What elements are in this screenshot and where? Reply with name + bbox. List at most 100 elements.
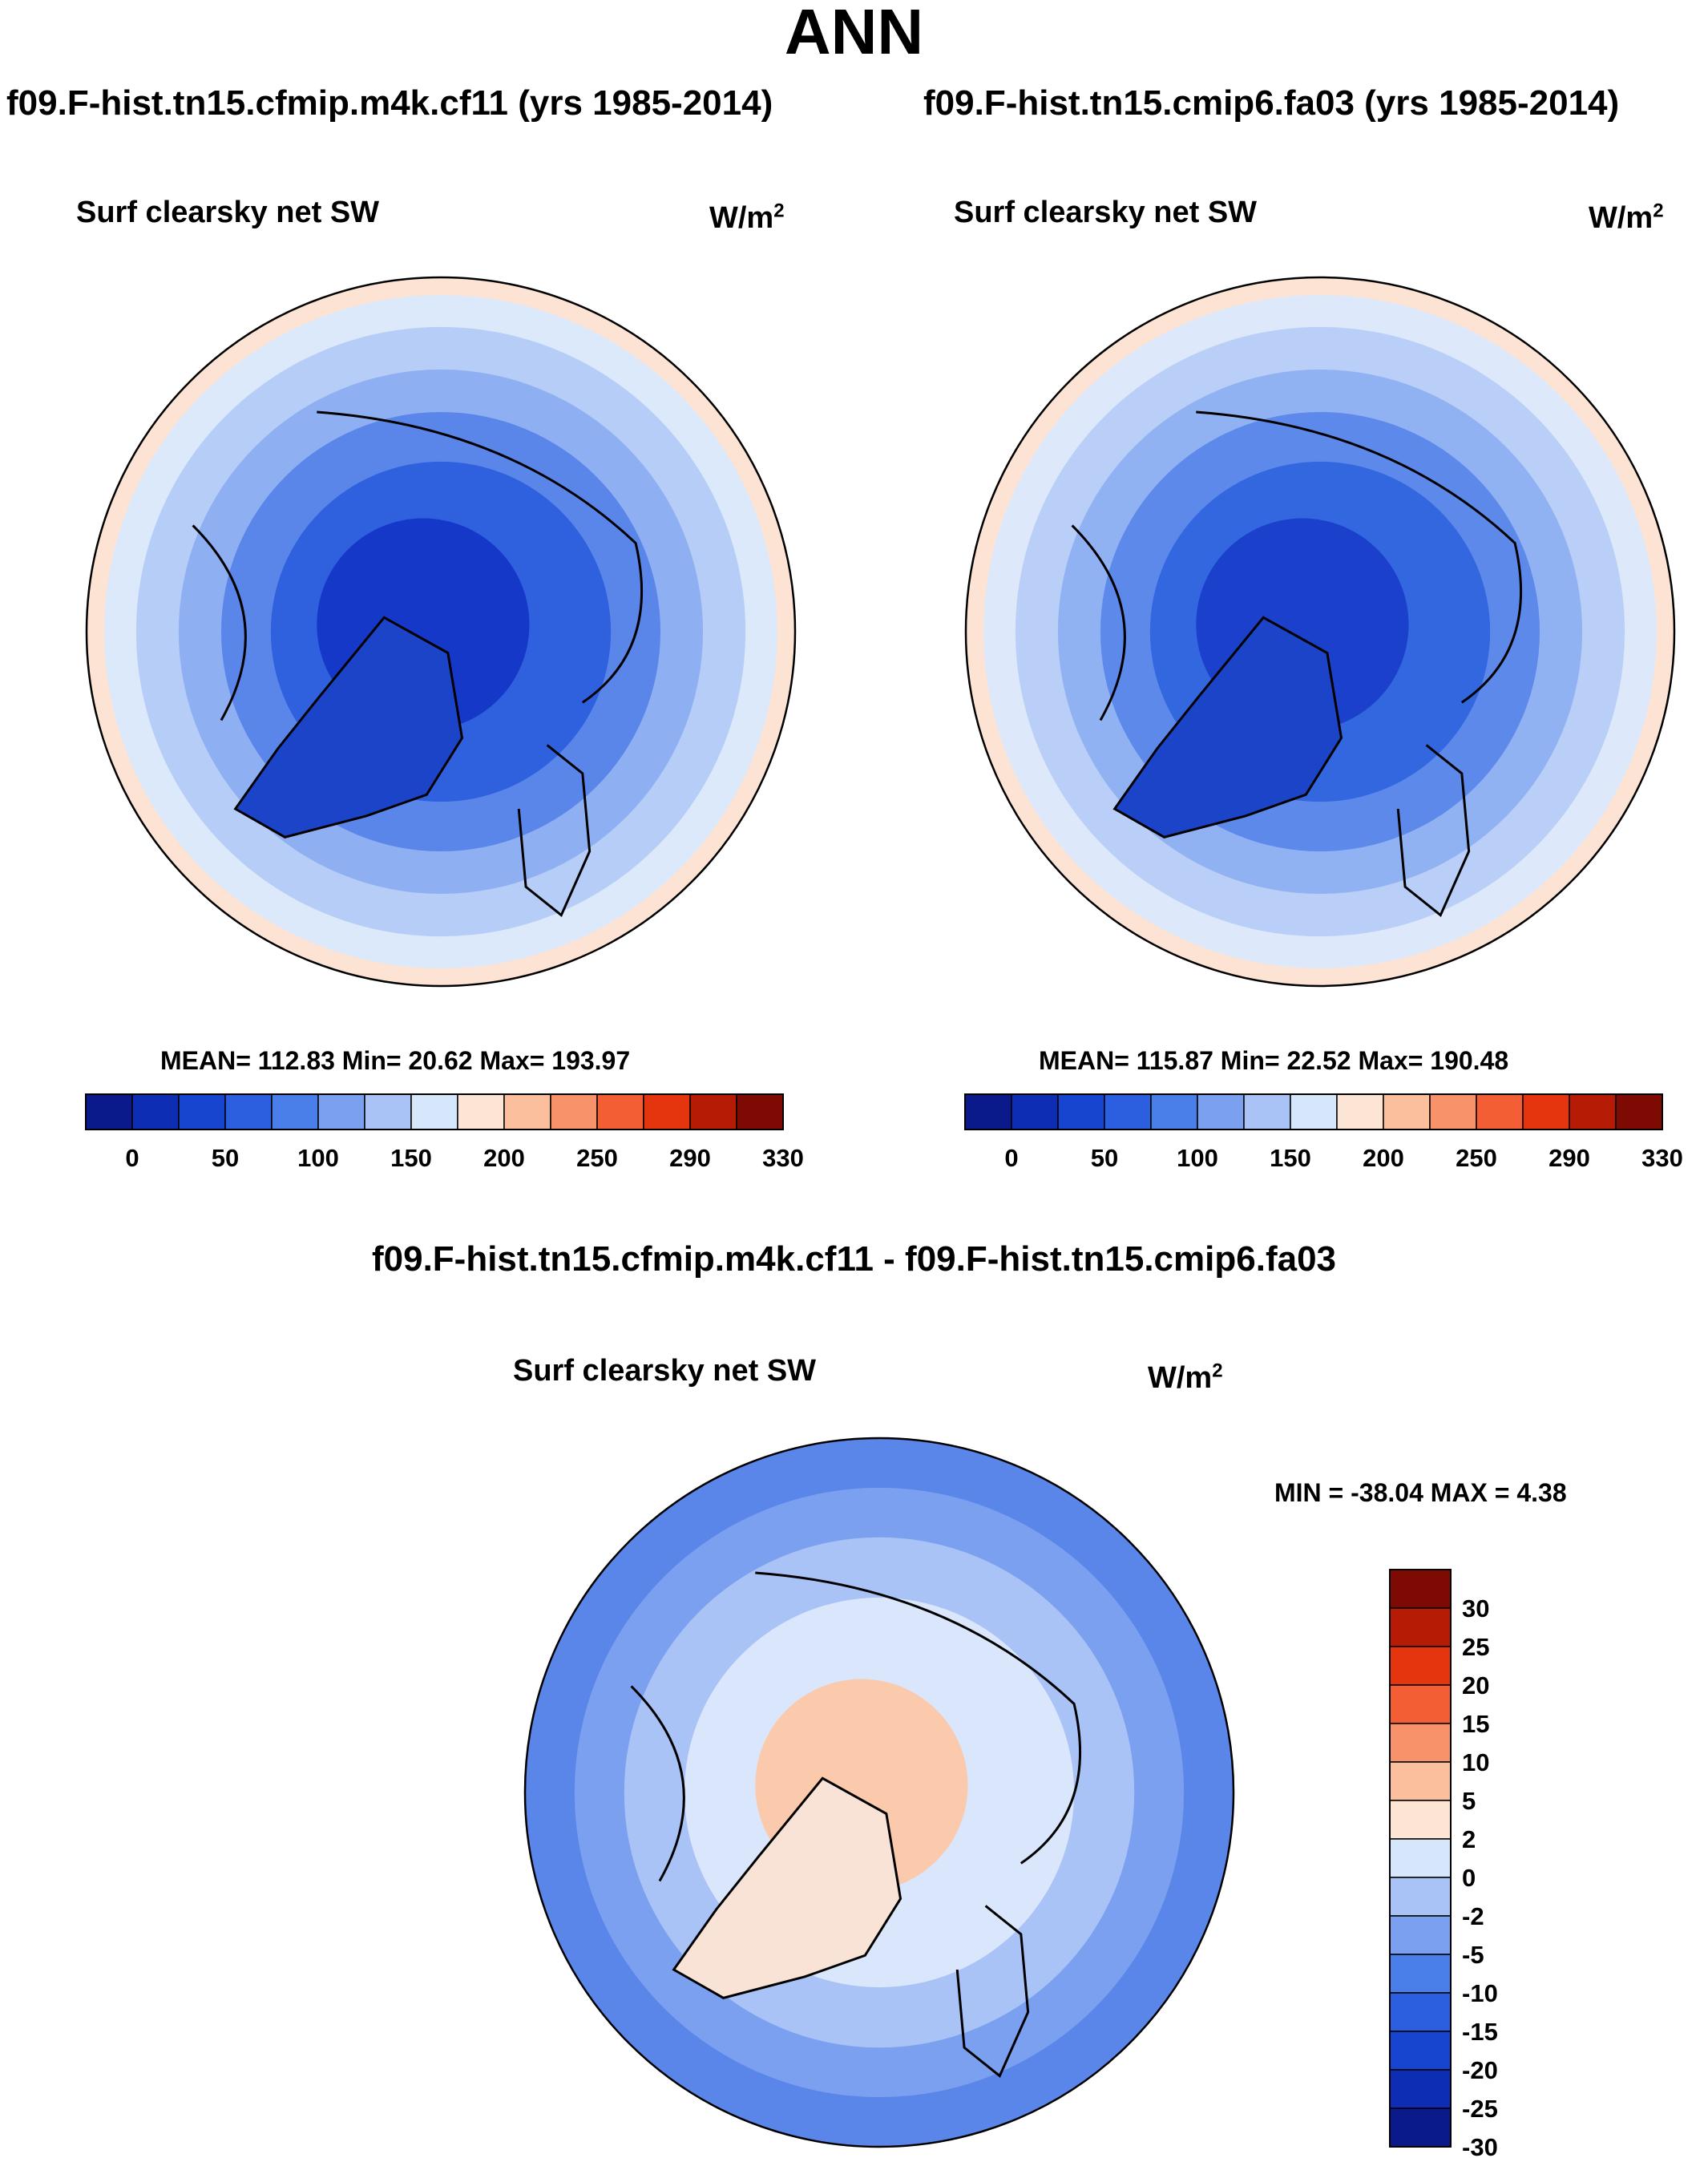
- panel-1-variable-label: Surf clearsky net SW: [76, 196, 380, 229]
- diff-units-base: W/m: [1148, 1361, 1213, 1395]
- colorbar-2-box-1: [1011, 1093, 1059, 1130]
- colorbar-1-frame: [85, 1093, 784, 1130]
- colorbar-2-box-14: [1615, 1093, 1663, 1130]
- panel-1-case-title: f09.F-hist.tn15.cfmip.m4k.cf11 (yrs 1985…: [6, 83, 773, 123]
- diff-colorbar-tick-3: 15: [1462, 1710, 1489, 1738]
- colorbar-1-box-7: [410, 1093, 458, 1130]
- map-3-border: [523, 1437, 1235, 2148]
- diff-colorbar-box-12: [1389, 2031, 1452, 2071]
- map-1-eurasia-coast: [317, 410, 644, 704]
- colorbar-1-box-3: [224, 1093, 273, 1130]
- colorbar-1-box-14: [736, 1093, 784, 1130]
- colorbar-1-box-12: [643, 1093, 691, 1130]
- diff-colorbar-box-1: [1389, 1607, 1452, 1647]
- colorbar-2-box-11: [1476, 1093, 1524, 1130]
- colorbar-1-box-13: [689, 1093, 737, 1130]
- diff-colorbar-box-10: [1389, 1954, 1452, 1994]
- colorbar-2-box-9: [1383, 1093, 1431, 1130]
- colorbar-1-box-6: [364, 1093, 412, 1130]
- map-3-eurasia-coast: [755, 1571, 1082, 1865]
- colorbar-2-box-5: [1197, 1093, 1245, 1130]
- map-3-scandinavia-coast: [955, 1905, 1030, 2078]
- colorbar-1-box-1: [131, 1093, 180, 1130]
- diff-stats: MIN = -38.04 MAX = 4.38: [1274, 1478, 1567, 1507]
- diff-colorbar-tick-0: 30: [1462, 1594, 1489, 1623]
- map-1-border: [85, 276, 797, 988]
- colorbar-2-tick-3: 150: [1270, 1144, 1311, 1172]
- colorbar-1-box-10: [550, 1093, 598, 1130]
- diff-variable-label: Surf clearsky net SW: [513, 1354, 817, 1388]
- colorbar-1-box-11: [596, 1093, 644, 1130]
- colorbar-1-tick-1: 50: [212, 1144, 239, 1172]
- diff-colorbar-box-2: [1389, 1646, 1452, 1686]
- diff-case-title: f09.F-hist.tn15.cfmip.m4k.cf11 - f09.F-h…: [371, 1239, 1337, 1279]
- diff-colorbar-box-11: [1389, 1992, 1452, 2032]
- diff-colorbar-box-4: [1389, 1723, 1452, 1763]
- colorbar-1-box-2: [178, 1093, 226, 1130]
- colorbar-2-tick-7: 330: [1641, 1144, 1683, 1172]
- colorbar-1-tick-3: 150: [390, 1144, 432, 1172]
- diff-colorbar-tick-5: 5: [1462, 1787, 1476, 1815]
- colorbar-2-box-3: [1104, 1093, 1152, 1130]
- colorbar-2-tick-5: 250: [1456, 1144, 1497, 1172]
- map-3-north-america-coast: [630, 1685, 685, 1882]
- diff-colorbar-frame: [1389, 1569, 1452, 2148]
- colorbar-1-box-9: [503, 1093, 551, 1130]
- diff-colorbar-box-7: [1389, 1838, 1452, 1878]
- diff-colorbar-tick-11: -15: [1462, 2018, 1498, 2046]
- diff-colorbar-tick-6: 2: [1462, 1825, 1476, 1853]
- diff-colorbar-tick-8: -2: [1462, 1902, 1484, 1930]
- diff-colorbar-box-5: [1389, 1761, 1452, 1801]
- diff-colorbar-tick-10: -10: [1462, 1979, 1498, 2007]
- panel-1-units: W/m2: [709, 200, 785, 236]
- diff-colorbar-tick-9: -5: [1462, 1941, 1484, 1969]
- colorbar-1-tick-5: 250: [576, 1144, 618, 1172]
- diff-colorbar-tick-13: -25: [1462, 2095, 1498, 2123]
- diff-units-exp: 2: [1212, 1360, 1223, 1382]
- diff-colorbar-box-14: [1389, 2107, 1452, 2148]
- diff-colorbar-tick-12: -20: [1462, 2056, 1498, 2084]
- colorbar-2-box-7: [1290, 1093, 1338, 1130]
- panel-1-units-base: W/m: [709, 201, 774, 235]
- diff-colorbar-box-0: [1389, 1569, 1452, 1609]
- panel-2-case-title: f09.F-hist.tn15.cmip6.fa03 (yrs 1985-201…: [923, 83, 1620, 123]
- diff-colorbar-box-6: [1389, 1800, 1452, 1840]
- panel-2-units-base: W/m: [1589, 201, 1653, 235]
- diff-colorbar-box-13: [1389, 2069, 1452, 2109]
- colorbar-2-tick-1: 50: [1091, 1144, 1118, 1172]
- diff-colorbar-tick-7: 0: [1462, 1864, 1476, 1892]
- diff-colorbar-box-3: [1389, 1684, 1452, 1724]
- colorbar-2-tick-4: 200: [1363, 1144, 1404, 1172]
- panel-2-units-exp: 2: [1653, 200, 1664, 222]
- panel-2-units: W/m2: [1589, 200, 1664, 236]
- diff-colorbar-tick-14: -30: [1462, 2133, 1498, 2158]
- diff-colorbar-box-9: [1389, 1915, 1452, 1955]
- map-2-border: [964, 276, 1676, 988]
- diff-colorbar-tick-1: 25: [1462, 1633, 1489, 1661]
- map-2-eurasia-coast: [1196, 410, 1523, 704]
- colorbar-2-box-13: [1569, 1093, 1617, 1130]
- colorbar-2-frame: [964, 1093, 1663, 1130]
- map-1-north-america-coast: [192, 524, 247, 721]
- map-2-greenland-coast: [1112, 616, 1343, 839]
- diff-colorbar-tick-2: 20: [1462, 1671, 1489, 1699]
- colorbar-2-box-10: [1429, 1093, 1477, 1130]
- colorbar-1-tick-6: 290: [669, 1144, 711, 1172]
- colorbar-2-box-2: [1057, 1093, 1105, 1130]
- map-3-greenland-coast: [672, 1776, 902, 1999]
- panel-2-variable-label: Surf clearsky net SW: [954, 196, 1258, 229]
- colorbar-2-box-6: [1243, 1093, 1291, 1130]
- colorbar-1-tick-2: 100: [297, 1144, 339, 1172]
- panel-2-stats: MEAN= 115.87 Min= 22.52 Max= 190.48: [1039, 1046, 1509, 1075]
- map-1-greenland-coast: [233, 616, 464, 839]
- colorbar-1-box-5: [317, 1093, 365, 1130]
- colorbar-1-box-8: [457, 1093, 505, 1130]
- panel-1-stats: MEAN= 112.83 Min= 20.62 Max= 193.97: [160, 1046, 631, 1075]
- diff-units: W/m2: [1148, 1360, 1223, 1396]
- colorbar-1-tick-7: 330: [762, 1144, 804, 1172]
- figure-title: ANN: [784, 0, 924, 67]
- colorbar-2-tick-6: 290: [1549, 1144, 1590, 1172]
- colorbar-2-tick-2: 100: [1177, 1144, 1218, 1172]
- colorbar-2-box-12: [1522, 1093, 1570, 1130]
